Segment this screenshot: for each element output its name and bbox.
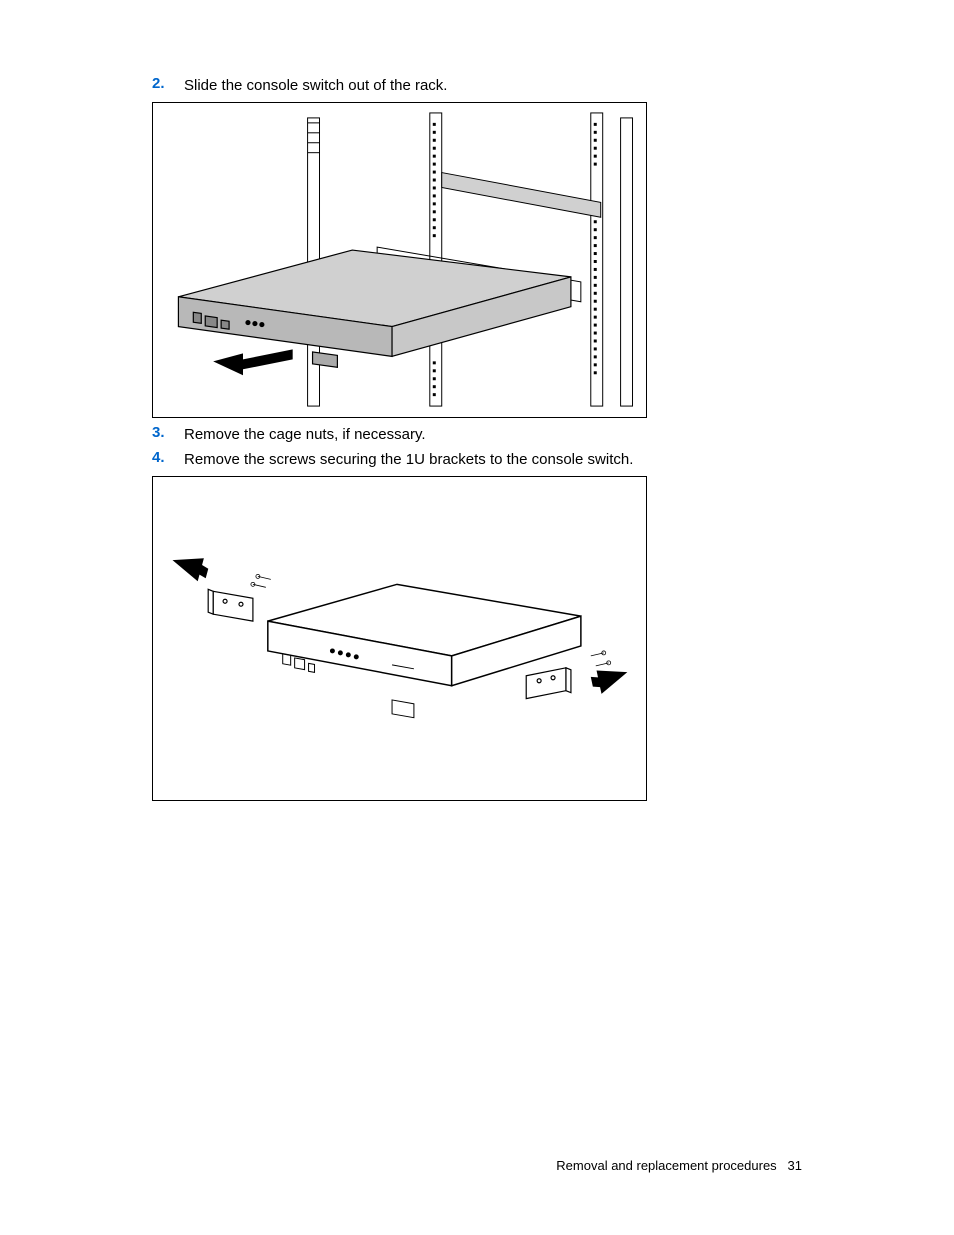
page-content: 2. Slide the console switch out of the r… (0, 0, 954, 801)
step-number: 3. (152, 424, 184, 441)
step-item-4: 4. Remove the screws securing the 1U bra… (152, 449, 802, 470)
figure-bracket-removal (152, 476, 647, 801)
step-number: 4. (152, 449, 184, 466)
step-text: Slide the console switch out of the rack… (184, 75, 447, 96)
bracket-diagram-icon (153, 477, 646, 800)
step-number: 2. (152, 75, 184, 92)
step-item-2: 2. Slide the console switch out of the r… (152, 75, 802, 96)
step-text: Remove the screws securing the 1U bracke… (184, 449, 633, 470)
rack-diagram-icon (153, 103, 646, 417)
page-footer: Removal and replacement procedures 31 (556, 1158, 802, 1173)
footer-section: Removal and replacement procedures (556, 1158, 776, 1173)
footer-page: 31 (788, 1158, 802, 1173)
step-item-3: 3. Remove the cage nuts, if necessary. (152, 424, 802, 445)
step-text: Remove the cage nuts, if necessary. (184, 424, 426, 445)
figure-rack-removal (152, 102, 647, 418)
